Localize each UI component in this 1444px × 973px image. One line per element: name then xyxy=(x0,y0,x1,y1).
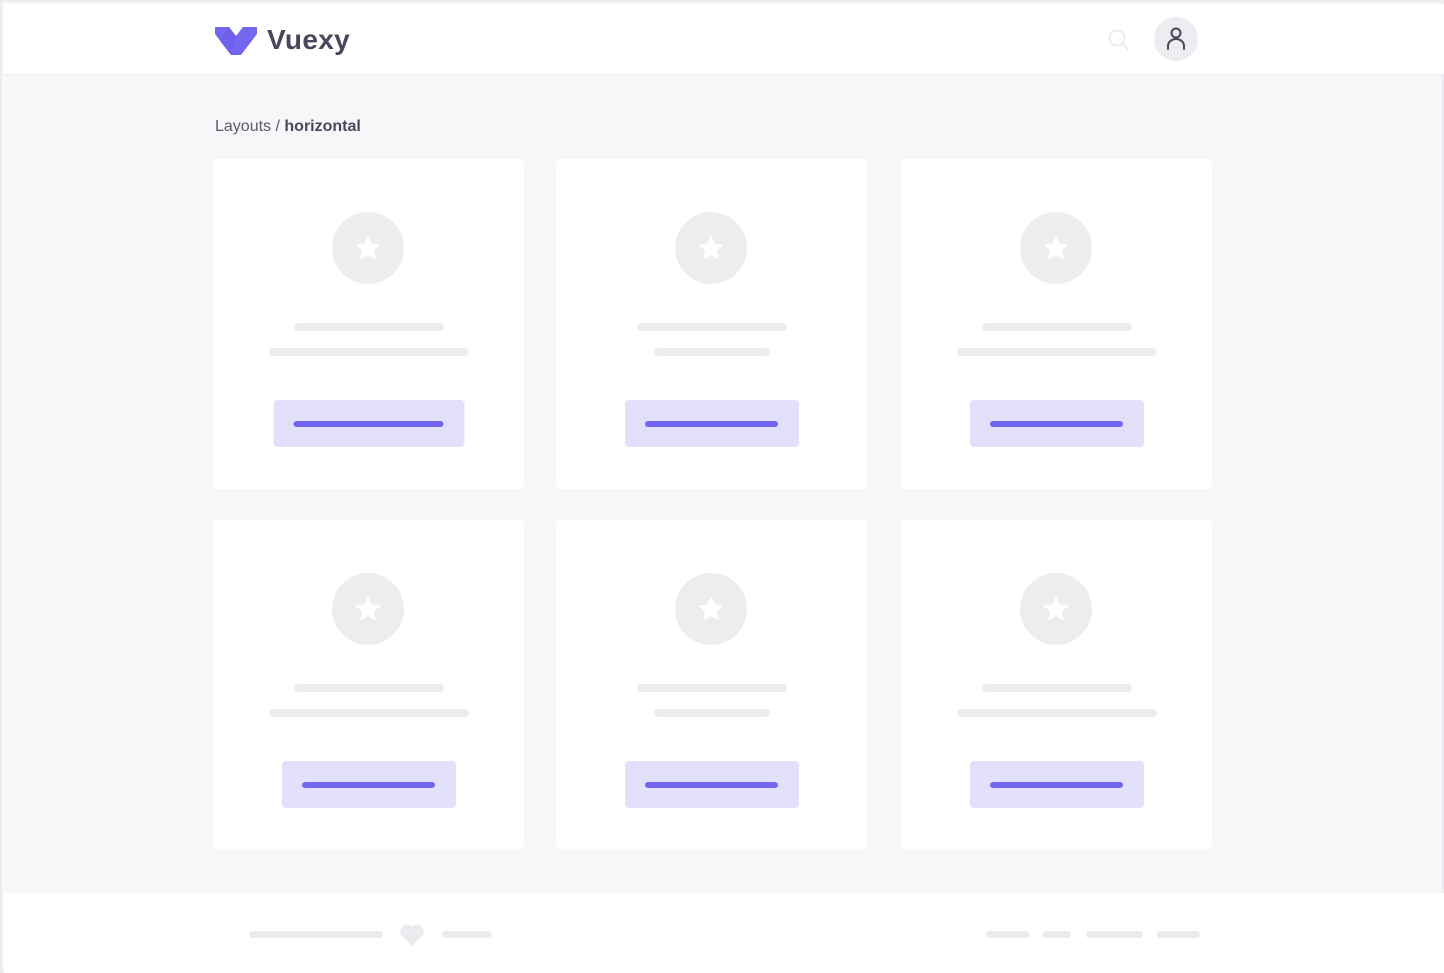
breadcrumb-current: horizontal xyxy=(284,118,361,135)
card-text-placeholder xyxy=(653,709,770,717)
star-icon xyxy=(355,235,381,260)
footer-link-placeholder[interactable] xyxy=(1157,931,1200,938)
star-icon xyxy=(355,596,381,621)
card-button-label-placeholder xyxy=(645,420,778,427)
card-title-placeholder xyxy=(981,684,1132,692)
card-button-label-placeholder xyxy=(990,420,1123,427)
user-icon xyxy=(1167,27,1185,50)
footer xyxy=(4,893,1444,973)
heart-icon xyxy=(400,924,424,946)
card-text-placeholder xyxy=(653,348,770,356)
footer-link-placeholder[interactable] xyxy=(1043,931,1071,938)
footer-link-placeholder[interactable] xyxy=(1086,931,1143,938)
header: Vuexy xyxy=(4,4,1444,75)
card-button-label-placeholder xyxy=(293,420,444,427)
card-button-label-placeholder xyxy=(302,781,435,788)
card xyxy=(901,159,1212,489)
card-button[interactable] xyxy=(969,400,1144,447)
card-button[interactable] xyxy=(273,400,464,447)
card-text-placeholder xyxy=(268,348,469,356)
card-button[interactable] xyxy=(281,761,456,808)
card xyxy=(556,159,867,489)
star-icon xyxy=(698,235,724,260)
breadcrumb-separator: / xyxy=(275,118,280,135)
card-icon-circle xyxy=(675,573,747,645)
footer-text-placeholder xyxy=(442,931,492,938)
brand-name[interactable]: Vuexy xyxy=(267,24,350,55)
card xyxy=(901,520,1212,850)
card-title-placeholder xyxy=(293,684,444,692)
card-icon-circle xyxy=(675,212,747,284)
card-button-label-placeholder xyxy=(645,781,778,788)
card-title-placeholder xyxy=(636,684,787,692)
card-title-placeholder xyxy=(636,323,787,331)
breadcrumb-parent[interactable]: Layouts xyxy=(215,118,272,135)
card-icon-circle xyxy=(1020,212,1092,284)
card-button[interactable] xyxy=(624,400,799,447)
star-icon xyxy=(1043,235,1069,260)
card-icon-circle xyxy=(332,573,404,645)
card-text-placeholder xyxy=(268,709,469,717)
card-text-placeholder xyxy=(956,709,1157,717)
card-title-placeholder xyxy=(293,323,444,331)
card xyxy=(213,159,524,489)
card-button[interactable] xyxy=(624,761,799,808)
avatar[interactable] xyxy=(1154,17,1198,61)
card xyxy=(556,520,867,850)
card-title-placeholder xyxy=(981,323,1132,331)
search-icon[interactable] xyxy=(1107,28,1131,52)
star-icon xyxy=(1043,596,1069,621)
footer-text-placeholder xyxy=(249,931,383,938)
vuexy-logo-icon[interactable] xyxy=(215,24,257,56)
card-text-placeholder xyxy=(956,348,1157,356)
card-icon-circle xyxy=(1020,573,1092,645)
card-icon-circle xyxy=(332,212,404,284)
footer-link-placeholder[interactable] xyxy=(986,931,1029,938)
card-button-label-placeholder xyxy=(990,781,1123,788)
star-icon xyxy=(698,596,724,621)
breadcrumb: Layouts / horizontal xyxy=(215,118,361,136)
card-button[interactable] xyxy=(969,761,1144,808)
card xyxy=(213,520,524,850)
